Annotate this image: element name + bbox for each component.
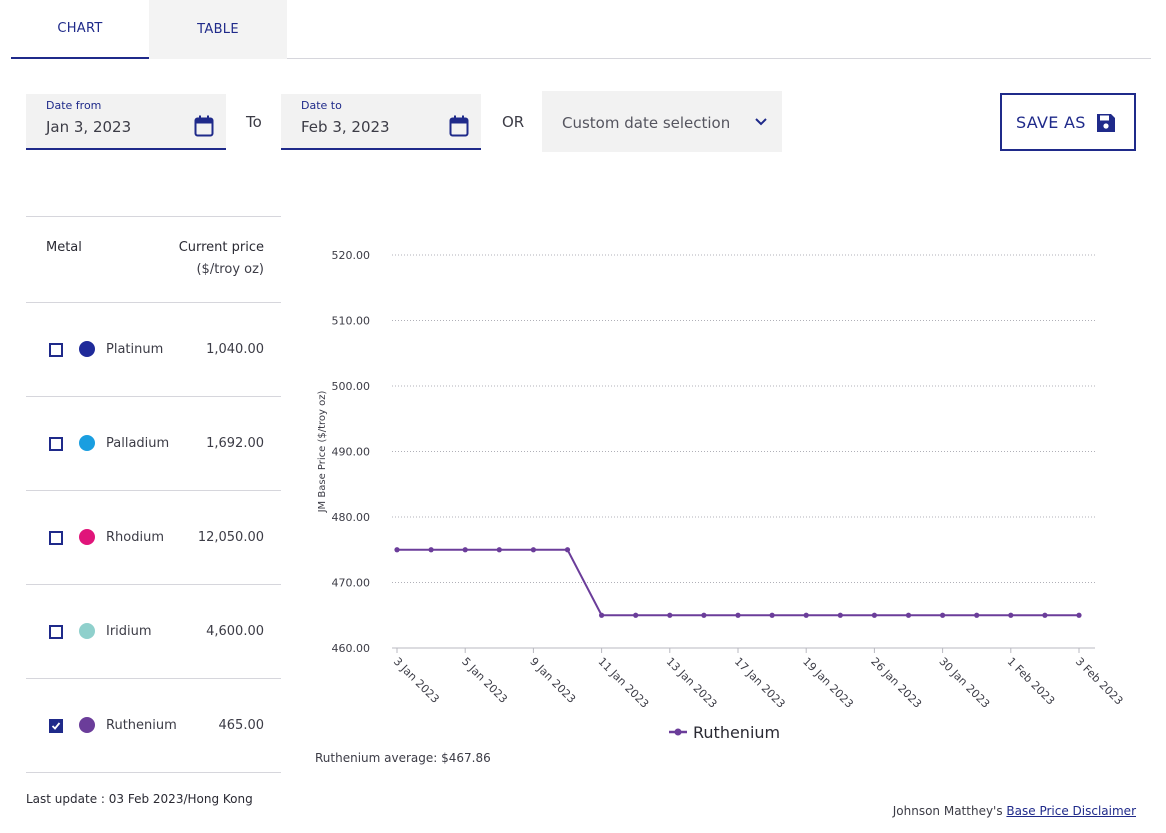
x-tick-label: 3 Feb 2023 — [1073, 655, 1126, 708]
date-to-label: Date to — [301, 99, 342, 112]
x-tick-label: 30 Jan 2023 — [936, 655, 992, 711]
iridium-checkbox[interactable] — [49, 625, 63, 639]
checkmark-icon — [51, 722, 61, 730]
data-point — [735, 612, 741, 618]
price-unit-label: ($/troy oz) — [196, 262, 264, 277]
metal-row-rhodium: Rhodium 12,050.00 — [26, 491, 281, 585]
data-point — [530, 547, 536, 553]
metal-price: 1,040.00 — [206, 342, 264, 357]
x-tick-label: 26 Jan 2023 — [868, 655, 924, 711]
save-as-label: SAVE AS — [1016, 113, 1086, 132]
ruthenium-checkbox[interactable] — [49, 719, 63, 733]
data-point — [394, 547, 400, 553]
custom-date-select-value: Custom date selection — [562, 114, 731, 132]
date-from-label: Date from — [46, 99, 102, 112]
average-price-text: Ruthenium average: $467.86 — [315, 751, 491, 765]
ruthenium-color-dot — [79, 717, 95, 733]
rhodium-checkbox[interactable] — [49, 531, 63, 545]
y-tick-label: 510.00 — [332, 315, 371, 328]
save-as-button[interactable]: SAVE AS — [1000, 93, 1136, 151]
y-tick-label: 460.00 — [332, 642, 371, 655]
data-point — [564, 547, 571, 553]
y-tick-label: 490.00 — [332, 446, 371, 459]
disclaimer: Johnson Matthey's Base Price Disclaimer — [893, 804, 1136, 818]
date-from-value: Jan 3, 2023 — [46, 118, 132, 136]
data-point — [496, 547, 502, 553]
data-point — [667, 612, 673, 618]
metal-row-ruthenium: Ruthenium 465.00 — [26, 679, 281, 773]
x-tick-label: 19 Jan 2023 — [800, 655, 856, 711]
metal-row-palladium: Palladium 1,692.00 — [26, 397, 281, 491]
view-tabs: CHART TABLE — [11, 0, 1151, 59]
x-tick-label: 5 Jan 2023 — [459, 655, 510, 706]
calendar-icon[interactable] — [194, 115, 214, 137]
base-price-disclaimer-link[interactable]: Base Price Disclaimer — [1006, 804, 1136, 818]
platinum-checkbox[interactable] — [49, 343, 63, 357]
rhodium-color-dot — [79, 529, 95, 545]
data-point — [1042, 612, 1048, 618]
chevron-down-icon — [755, 118, 767, 126]
metals-table-header: Metal Current price ($/troy oz) — [26, 217, 281, 303]
tab-chart[interactable]: CHART — [11, 0, 149, 59]
metal-name: Palladium — [106, 436, 170, 451]
data-point — [701, 612, 707, 618]
y-tick-label: 500.00 — [332, 380, 371, 393]
y-tick-label: 470.00 — [332, 577, 371, 590]
metal-name: Platinum — [106, 342, 164, 357]
data-point — [769, 612, 775, 618]
calendar-icon[interactable] — [449, 115, 469, 137]
data-point — [428, 547, 434, 553]
tab-table[interactable]: TABLE — [149, 0, 287, 59]
y-tick-label: 480.00 — [332, 511, 371, 524]
legend-label: Ruthenium — [693, 723, 780, 742]
price-chart: 460.00 470.00 480.00 490.00 500.00 510.00 520.… — [317, 249, 1126, 742]
data-point — [599, 612, 605, 618]
data-point — [633, 612, 639, 618]
data-point — [837, 612, 843, 618]
metals-table: Metal Current price ($/troy oz) Platinum… — [26, 216, 281, 773]
price-column-header: Current price — [178, 240, 264, 255]
y-tick-label: 520.00 — [332, 249, 371, 262]
x-tick-label: 9 Jan 2023 — [527, 655, 578, 706]
data-point — [940, 612, 946, 618]
platinum-color-dot — [79, 341, 95, 357]
x-tick-label: 17 Jan 2023 — [732, 655, 788, 711]
data-point — [462, 547, 468, 553]
metal-row-iridium: Iridium 4,600.00 — [26, 585, 281, 679]
x-tick-label: 13 Jan 2023 — [664, 655, 720, 711]
to-separator: To — [246, 113, 262, 131]
metal-row-platinum: Platinum 1,040.00 — [26, 303, 281, 397]
metal-name: Ruthenium — [106, 718, 177, 733]
date-to-value: Feb 3, 2023 — [301, 118, 390, 136]
data-point — [905, 612, 912, 618]
metal-column-header: Metal — [46, 240, 82, 255]
data-point — [974, 612, 980, 618]
metal-price: 4,600.00 — [206, 624, 264, 639]
iridium-color-dot — [79, 623, 95, 639]
date-from-field[interactable]: Date from Jan 3, 2023 — [26, 94, 226, 150]
data-point — [1008, 612, 1014, 618]
legend-marker — [674, 728, 682, 736]
data-point — [803, 612, 809, 618]
x-tick-label: 11 Jan 2023 — [595, 655, 651, 711]
data-point — [871, 612, 878, 618]
last-update-text: Last update : 03 Feb 2023/Hong Kong — [26, 792, 253, 806]
palladium-checkbox[interactable] — [49, 437, 63, 451]
metal-name: Rhodium — [106, 530, 164, 545]
y-axis-label: JM Base Price ($/troy oz) — [317, 391, 328, 514]
disclaimer-prefix: Johnson Matthey's — [892, 804, 1007, 818]
metal-price: 465.00 — [218, 718, 265, 733]
metal-name: Iridium — [106, 624, 152, 639]
x-tick-label: 3 Jan 2023 — [391, 655, 442, 706]
palladium-color-dot — [79, 435, 95, 451]
data-point — [1076, 612, 1082, 618]
or-separator: OR — [502, 113, 525, 131]
save-icon — [1097, 114, 1115, 132]
date-to-field[interactable]: Date to Feb 3, 2023 — [281, 94, 481, 150]
custom-date-select[interactable]: Custom date selection — [542, 91, 782, 152]
metal-price: 1,692.00 — [206, 436, 264, 451]
x-tick-label: 1 Feb 2023 — [1005, 655, 1058, 708]
metal-price: 12,050.00 — [197, 530, 264, 545]
